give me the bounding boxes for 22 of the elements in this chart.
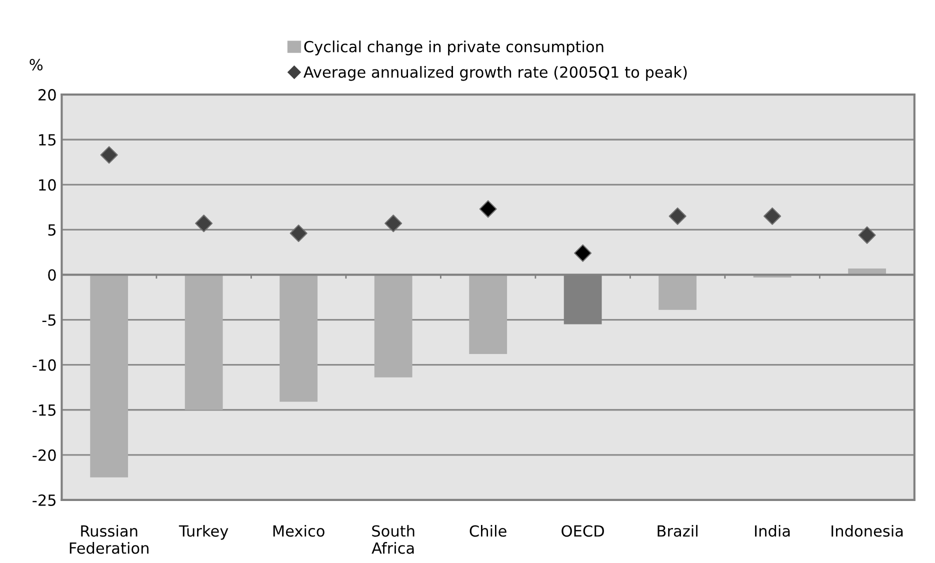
y-tick-label: 20: [38, 89, 56, 101]
x-tick-label: OECD: [562, 525, 604, 537]
x-tick-label: Brazil: [658, 524, 698, 537]
y-tick-label: -10: [32, 359, 56, 371]
y-tick-label: -15: [32, 404, 56, 416]
x-tick-label: Russian Federation: [70, 524, 148, 554]
y-axis-title: %: [30, 58, 43, 70]
y-tick-label: -5: [42, 314, 56, 326]
x-tick-label: Mexico: [273, 524, 324, 537]
legend-label: Cyclical change in private consumption: [304, 40, 604, 56]
x-tick-label: India: [755, 524, 790, 537]
y-tick-label: 10: [39, 179, 56, 191]
x-tick-label: Chile: [470, 524, 506, 537]
y-tick-label: 5: [48, 224, 56, 236]
x-tick-label: Indonesia: [832, 524, 903, 537]
x-tick-label: Turkey: [178, 524, 228, 540]
y-tick-label: -20: [32, 449, 56, 461]
y-tick-label: 0: [48, 269, 56, 281]
y-tick-label: 15: [39, 134, 56, 146]
y-tick-label: -25: [32, 494, 56, 506]
legend-label: Average annualized growth rate (2005Q1 to peak): [304, 66, 687, 81]
x-tick-label: South Africa: [372, 524, 414, 554]
